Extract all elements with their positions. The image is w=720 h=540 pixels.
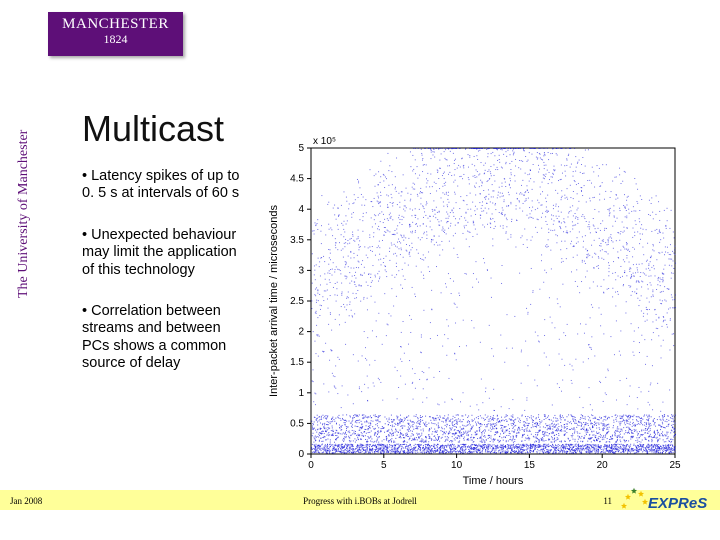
svg-text:1.5: 1.5: [290, 357, 304, 368]
footer-center: Progress with i.BOBs at Jodrell: [0, 496, 720, 506]
slide-title: Multicast: [82, 108, 224, 150]
bullet-3: • Correlation between streams and betwee…: [82, 303, 252, 373]
bullet-2: • Unexpected behaviour may limit the app…: [82, 227, 252, 279]
svg-text:10: 10: [451, 460, 463, 471]
brand-logo: MANCHESTER 1824: [48, 12, 183, 56]
svg-text:15: 15: [524, 460, 536, 471]
bullet-list: • Latency spikes of up to 0. 5 s at inte…: [82, 168, 252, 397]
brand-vertical: The University of Manchester: [6, 40, 36, 300]
brand-name: MANCHESTER: [48, 16, 183, 33]
expres-svg: EXPReS: [618, 486, 710, 518]
svg-text:1: 1: [298, 388, 304, 399]
svg-text:2.5: 2.5: [290, 296, 304, 307]
svg-text:0.5: 0.5: [290, 418, 304, 429]
svg-text:4: 4: [298, 204, 304, 215]
footer-page: 11: [603, 496, 612, 506]
brand-vertical-text: The University of Manchester: [16, 130, 32, 298]
svg-text:0: 0: [298, 449, 304, 460]
svg-text:x 10⁵: x 10⁵: [313, 136, 336, 147]
svg-text:3: 3: [298, 265, 304, 276]
svg-text:20: 20: [597, 460, 609, 471]
svg-text:5: 5: [381, 460, 387, 471]
chart-svg: 0 5 10 15 20 25 0 0.5 1 1.5 2 2.5 3 3.5 4 4.5 5 Time / ho…: [263, 130, 685, 488]
scatter-chart: 0 5 10 15 20 25 0 0.5 1 1.5 2 2.5 3 3.5 4 4.5 5 Time / ho…: [263, 130, 685, 488]
svg-text:0: 0: [308, 460, 314, 471]
svg-text:25: 25: [669, 460, 681, 471]
svg-text:4.5: 4.5: [290, 174, 304, 185]
svg-text:Inter-packet arrival time / mi: Inter-packet arrival time / microseconds: [268, 205, 280, 397]
svg-text:3.5: 3.5: [290, 235, 304, 246]
bullet-1: • Latency spikes of up to 0. 5 s at inte…: [82, 168, 252, 203]
brand-year: 1824: [48, 33, 183, 46]
svg-text:5: 5: [298, 143, 304, 154]
expres-logo: EXPReS: [618, 486, 710, 518]
svg-text:Time / hours: Time / hours: [463, 475, 524, 487]
svg-text:2: 2: [298, 327, 304, 338]
